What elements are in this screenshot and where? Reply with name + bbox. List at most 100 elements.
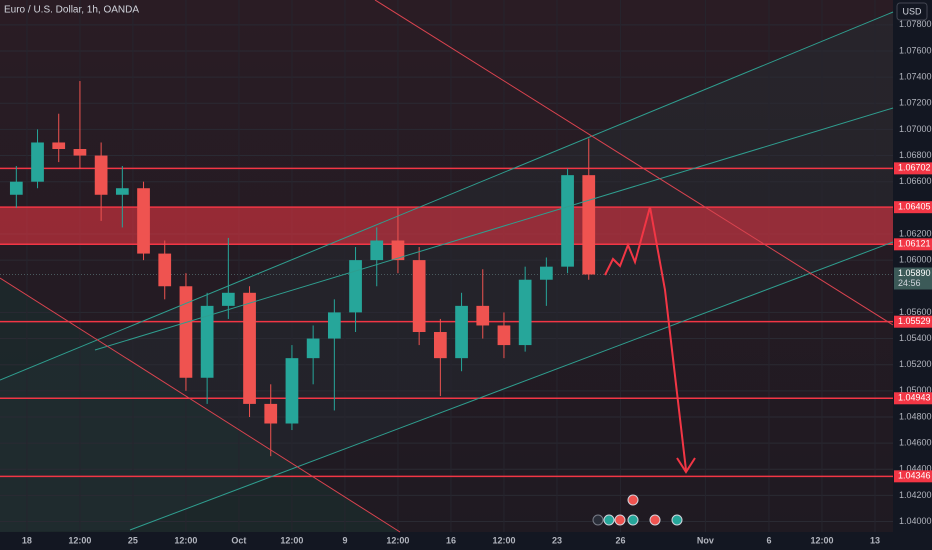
candle-body: [561, 175, 574, 267]
event-icon[interactable]: [649, 514, 661, 526]
level-label: 1.06405: [898, 202, 931, 212]
candle-body: [582, 175, 596, 275]
y-tick-label: 1.07000: [899, 124, 932, 134]
currency-box[interactable]: [896, 2, 928, 21]
y-tick-label: 1.06200: [899, 228, 932, 238]
trendline: [374, 0, 894, 326]
currency: USD: [902, 6, 922, 16]
y-tick-label: 1.07600: [899, 45, 932, 55]
event-icon[interactable]: [614, 514, 626, 526]
level-label: 1.05529: [898, 316, 931, 326]
event-icon[interactable]: [592, 514, 604, 526]
y-tick-label: 1.06000: [899, 254, 932, 264]
x-tick-label: 23: [552, 535, 562, 545]
projection-path: [604, 206, 687, 471]
chart-title: Euro / U.S. Dollar, 1h, OANDA: [4, 5, 139, 16]
x-tick-label: 16: [446, 535, 456, 545]
event-icon[interactable]: [627, 494, 639, 506]
candle-body: [539, 266, 553, 280]
y-tick-label: 1.04000: [899, 516, 932, 526]
candle-body: [518, 279, 532, 346]
candle-body: [179, 286, 193, 378]
event-icon[interactable]: [671, 514, 683, 526]
candle-body: [391, 240, 405, 261]
candle-body: [412, 260, 426, 333]
trendline: [0, 277, 401, 533]
level-label: 1.04943: [898, 393, 931, 403]
level-label-box: [894, 238, 932, 251]
level-label: 1.04346: [898, 471, 931, 481]
x-tick-label: 12:00: [386, 535, 409, 545]
channel-middle: [94, 107, 894, 351]
last-price-box: [894, 267, 932, 290]
x-tick-label: 18: [22, 535, 32, 545]
x-tick-label: 9: [342, 535, 347, 545]
candle-body: [306, 338, 320, 359]
candle-body: [137, 188, 150, 254]
y-tick-label: 1.05200: [899, 359, 932, 369]
level-label: 1.06121: [898, 239, 931, 249]
countdown: 24:56: [898, 278, 921, 288]
level-label: 1.06702: [898, 163, 931, 173]
x-tick-label: 12:00: [492, 535, 515, 545]
event-icons: [592, 494, 683, 526]
x-tick-label: 12:00: [68, 535, 91, 545]
candle-body: [349, 260, 362, 313]
candle-body: [31, 142, 44, 182]
candle-body: [476, 305, 490, 326]
candle-body: [497, 325, 511, 346]
x-tick-label: 26: [616, 535, 626, 545]
y-tick-label: 1.05000: [899, 385, 932, 395]
level-label-box: [894, 162, 932, 175]
level-label-box: [894, 201, 932, 214]
candle-body: [370, 240, 384, 261]
x-tick-label: Nov: [697, 535, 714, 545]
x-tick-label: 13: [870, 535, 880, 545]
y-tick-label: 1.06600: [899, 176, 932, 186]
y-tick-label: 1.07800: [899, 19, 932, 29]
x-tick-label: 12:00: [810, 535, 833, 545]
resistance-zone: [0, 207, 893, 245]
candle-body: [243, 292, 256, 404]
channel-top: [0, 11, 894, 381]
last-price-label: 1.05890: [898, 268, 931, 278]
level-label-box: [894, 470, 932, 483]
candle-body: [158, 253, 172, 287]
candle-body: [221, 292, 235, 306]
candle-body: [73, 149, 87, 156]
channel-bottom: [129, 241, 894, 531]
candle-body: [9, 181, 23, 195]
y-tick-label: 1.04800: [899, 411, 932, 421]
y-tick-label: 1.06800: [899, 150, 932, 160]
y-tick-label: 1.07400: [899, 71, 932, 81]
arrow-head: [676, 457, 696, 474]
candle-body: [200, 305, 214, 378]
drawings: [0, 0, 894, 533]
y-tick-label: 1.05600: [899, 307, 932, 317]
candle-body: [264, 403, 278, 424]
level-label-box: [894, 392, 932, 405]
event-icon[interactable]: [603, 514, 615, 526]
event-icon[interactable]: [627, 514, 639, 526]
y-tick-label: 1.07200: [899, 98, 932, 108]
level-label-box: [894, 315, 932, 328]
candle-body: [94, 155, 108, 195]
candle-body: [433, 332, 447, 359]
y-tick-label: 1.05400: [899, 333, 932, 343]
y-tick-label: 1.04400: [899, 464, 932, 474]
x-tick-label: 12:00: [174, 535, 197, 545]
x-tick-label: 25: [128, 535, 138, 545]
x-tick-label: 6: [766, 535, 771, 545]
y-tick-label: 1.04200: [899, 490, 932, 500]
x-tick-label: 12:00: [280, 535, 303, 545]
channel-fill: [0, 12, 893, 532]
y-tick-label: 1.04600: [899, 437, 932, 447]
time-axis: [0, 532, 893, 550]
candle-body: [115, 188, 129, 195]
x-tick-label: Oct: [231, 535, 246, 545]
candle-body: [327, 312, 341, 339]
candle-body: [52, 142, 66, 150]
candle-body: [455, 305, 468, 359]
candle-body: [285, 358, 299, 424]
